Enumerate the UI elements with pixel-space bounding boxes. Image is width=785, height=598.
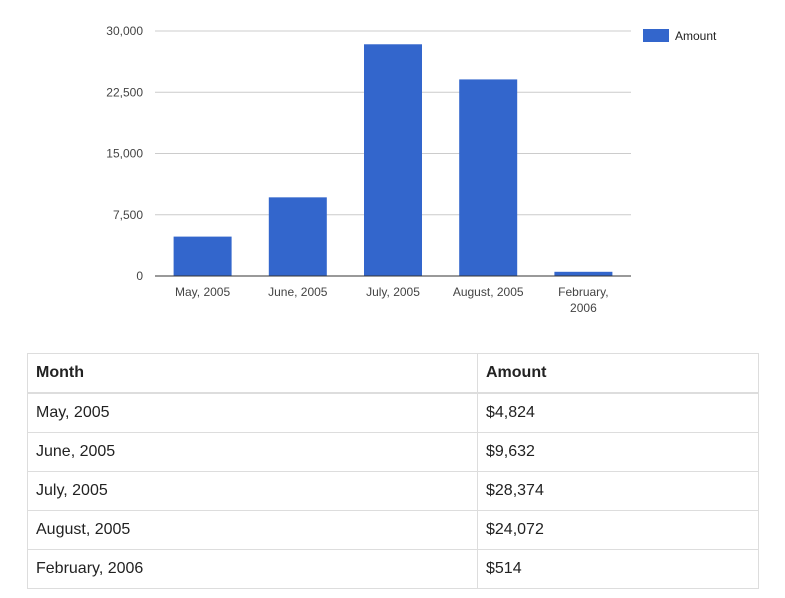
y-tick-label: 30,000 (106, 24, 143, 38)
data-table-container: Month Amount May, 2005 $4,824 June, 2005… (27, 353, 759, 589)
legend-label: Amount (675, 29, 717, 43)
y-tick-label: 0 (136, 269, 143, 283)
amount-cell: $9,632 (477, 432, 759, 472)
legend-swatch (643, 29, 669, 42)
x-tick-label: July, 2005 (366, 285, 420, 299)
table-header-row: Month Amount (27, 353, 759, 394)
bar (268, 197, 327, 276)
amount-cell: $4,824 (477, 392, 759, 433)
amount-cell: $28,374 (477, 471, 759, 511)
table-row: July, 2005 $28,374 (27, 471, 759, 511)
data-table: Month Amount May, 2005 $4,824 June, 2005… (27, 353, 759, 589)
table-row: February, 2006 $514 (27, 549, 759, 589)
month-cell: July, 2005 (27, 471, 478, 511)
bar (364, 44, 422, 277)
x-tick-label: February, (558, 285, 608, 299)
bar (459, 79, 518, 276)
month-cell: June, 2005 (27, 432, 478, 472)
table-row: June, 2005 $9,632 (27, 432, 759, 472)
x-tick-label: May, 2005 (175, 285, 230, 299)
x-tick-label: June, 2005 (268, 285, 328, 299)
month-cell: May, 2005 (27, 392, 478, 433)
amount-cell: $514 (477, 549, 759, 589)
y-tick-label: 22,500 (106, 85, 143, 99)
amount-bar-chart: 0 7,500 15,000 22,500 30,000 May, 2005 June, 2… (106, 24, 717, 315)
y-tick-label: 15,000 (106, 147, 143, 161)
bar (554, 271, 613, 276)
amount-column-header[interactable]: Amount (477, 353, 759, 394)
month-column-header[interactable]: Month (27, 353, 478, 394)
table-row: May, 2005 $4,824 (27, 392, 759, 433)
table-row: August, 2005 $24,072 (27, 510, 759, 550)
amount-cell: $24,072 (477, 510, 759, 550)
x-tick-label: August, 2005 (453, 285, 524, 299)
bar (173, 236, 232, 276)
x-tick-label: 2006 (570, 301, 597, 315)
month-cell: February, 2006 (27, 549, 478, 589)
month-cell: August, 2005 (27, 510, 478, 550)
y-tick-label: 7,500 (113, 208, 143, 222)
